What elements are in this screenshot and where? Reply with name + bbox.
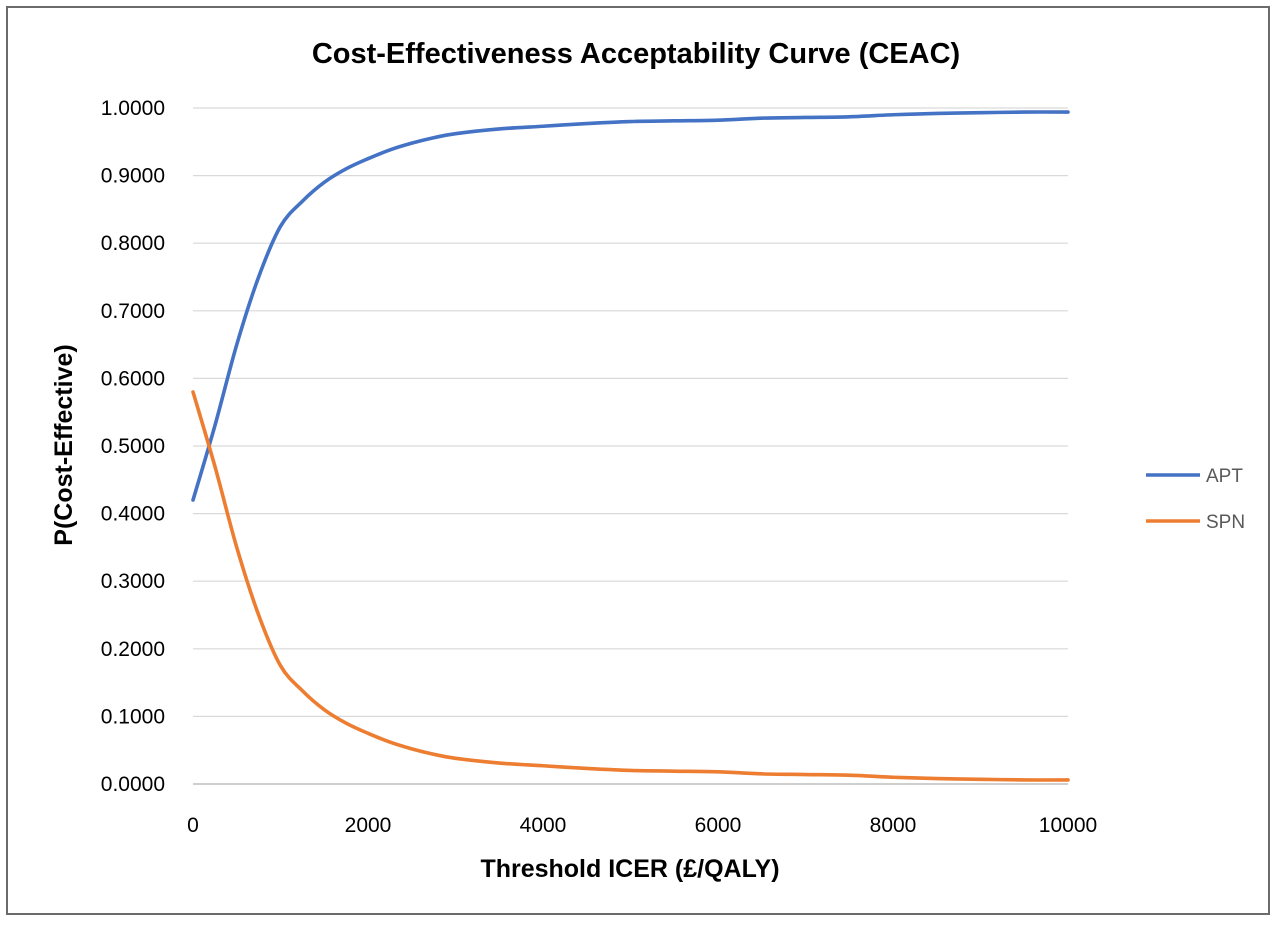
y-tick-label: 0.2000 [101, 638, 165, 661]
legend: APT SPN [1146, 466, 1245, 533]
y-tick-label: 1.0000 [101, 97, 165, 120]
legend-label-apt: APT [1206, 466, 1243, 487]
grid-layer [193, 107, 1068, 785]
y-tick-label: 0.8000 [101, 232, 165, 255]
y-tick-label: 0.7000 [101, 300, 165, 323]
x-axis-title: Threshold ICER (£/QALY) [480, 855, 779, 883]
y-axis-title: P(Cost-Effective) [50, 344, 78, 545]
y-tick-label: 0.5000 [101, 435, 165, 458]
y-tick-label: 0.9000 [101, 165, 165, 188]
chart-title: Cost-Effectiveness Acceptability Curve (… [312, 38, 960, 70]
y-tick-label: 0.0000 [101, 773, 165, 796]
chart-frame [6, 6, 1270, 915]
y-tick-label: 0.1000 [101, 705, 165, 728]
x-tick-label: 4000 [520, 814, 567, 837]
y-tick-label: 0.6000 [101, 367, 165, 390]
y-tick-label: 0.3000 [101, 570, 165, 593]
legend-label-spn: SPN [1206, 512, 1245, 533]
y-tick-label: 0.4000 [101, 503, 165, 526]
series-line-apt [191, 110, 1070, 502]
x-tick-labels: 0 2000 4000 6000 8000 10000 [187, 814, 1097, 837]
y-tick-labels: 0.0000 0.1000 0.2000 0.3000 0.4000 0.5000 0.60… [101, 97, 165, 796]
x-tick-label: 10000 [1039, 814, 1097, 837]
series-layer [191, 110, 1070, 782]
series-line-spn [191, 390, 1070, 782]
x-tick-label: 2000 [345, 814, 392, 837]
x-tick-label: 8000 [870, 814, 917, 837]
x-tick-label: 6000 [695, 814, 742, 837]
x-tick-label: 0 [187, 814, 199, 837]
